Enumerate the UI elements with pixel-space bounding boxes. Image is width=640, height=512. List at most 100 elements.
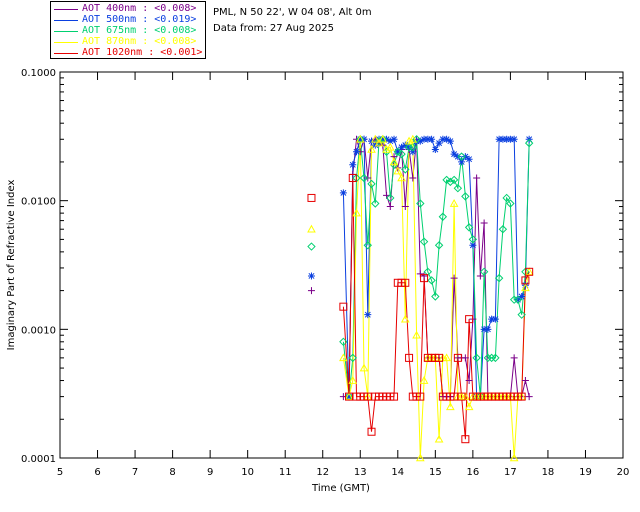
x-tick-label: 11	[279, 467, 292, 478]
data-point	[408, 143, 418, 152]
data-point	[517, 310, 526, 319]
data-point	[363, 241, 372, 250]
data-point	[480, 219, 488, 227]
data-point	[473, 174, 481, 182]
y-tick-label: 0.0001	[21, 454, 56, 465]
data-point	[495, 135, 503, 143]
data-point	[434, 241, 444, 250]
data-point	[525, 267, 534, 276]
data-point	[472, 353, 481, 363]
data-point	[420, 274, 429, 283]
data-point	[415, 453, 425, 462]
x-tick-label: 7	[132, 467, 138, 478]
data-point	[404, 136, 414, 145]
data-point	[408, 134, 418, 143]
data-point	[393, 147, 403, 156]
data-point	[348, 353, 357, 363]
x-tick-label: 17	[504, 467, 517, 478]
data-point	[525, 393, 533, 401]
data-point	[517, 392, 526, 401]
data-point	[405, 353, 414, 362]
x-tick-label: 8	[169, 467, 175, 478]
data-point	[419, 376, 429, 384]
series-line-2	[342, 138, 530, 397]
legend-swatch	[54, 53, 78, 54]
data-point	[435, 139, 443, 147]
data-point	[352, 208, 361, 217]
data-point	[348, 174, 357, 183]
x-tick-label: 16	[466, 467, 479, 478]
data-point	[356, 135, 365, 144]
legend-item-870nm: AOT 870nm : <0.008>	[51, 36, 205, 48]
data-point	[510, 135, 518, 143]
data-point	[404, 143, 414, 152]
series-markers-4	[307, 174, 534, 444]
data-point	[499, 135, 507, 143]
data-point	[439, 135, 447, 143]
data-point	[363, 392, 372, 401]
data-point	[401, 141, 409, 149]
data-point	[476, 272, 484, 280]
data-point	[307, 193, 316, 202]
y-axis-label: Imaginary Part of Refractive Index	[6, 180, 17, 351]
legend-swatch	[54, 20, 78, 21]
data-point	[449, 199, 459, 207]
data-point	[446, 177, 455, 187]
plot-frame	[59, 71, 624, 459]
data-point	[450, 274, 458, 282]
data-point	[464, 402, 474, 411]
data-point	[398, 143, 406, 151]
legend-item-500nm: AOT 500nm : <0.019>	[51, 14, 205, 26]
data-point	[465, 155, 473, 163]
data-point	[469, 241, 477, 249]
x-tick-label: 15	[429, 467, 442, 478]
data-point	[359, 363, 369, 372]
data-point	[461, 435, 470, 444]
data-point	[465, 377, 473, 385]
x-tick-label: 9	[207, 467, 213, 478]
data-point	[431, 145, 439, 153]
legend-swatch	[54, 31, 78, 32]
data-point	[450, 150, 458, 158]
data-point	[483, 353, 493, 363]
data-point	[453, 183, 463, 193]
y-tick-label: 0.0100	[21, 197, 56, 208]
data-point	[521, 377, 529, 385]
data-point	[348, 376, 358, 384]
series-markers-3	[307, 134, 534, 462]
data-point	[438, 212, 448, 221]
data-point	[379, 135, 387, 143]
legend-label: AOT 400nm : <0.008>	[82, 3, 197, 14]
data-point	[445, 402, 455, 411]
x-tick-label: 6	[94, 467, 100, 478]
data-point	[446, 137, 454, 145]
data-point	[431, 292, 440, 301]
data-point	[367, 144, 376, 153]
data-point	[345, 392, 354, 401]
data-point	[484, 325, 492, 333]
data-point	[374, 136, 384, 146]
data-point	[464, 223, 474, 232]
data-point	[378, 134, 388, 143]
legend-label: AOT 500nm : <0.019>	[82, 14, 197, 25]
data-point	[401, 203, 409, 211]
data-point	[524, 267, 534, 276]
legend-label: AOT 870nm : <0.008>	[82, 36, 197, 47]
x-tick-label: 13	[354, 467, 367, 478]
x-tick-label: 14	[391, 467, 404, 478]
data-point	[364, 311, 372, 319]
data-point	[386, 203, 394, 211]
data-point	[355, 134, 365, 143]
data-point	[416, 392, 425, 401]
data-point	[416, 137, 424, 145]
data-point	[461, 192, 470, 201]
data-point	[416, 199, 425, 208]
site-location: PML, N 50 22', W 04 08', Alt 0m	[213, 7, 372, 18]
data-point	[307, 287, 315, 295]
data-point	[367, 179, 376, 189]
data-point	[420, 272, 428, 280]
data-point	[458, 158, 466, 166]
data-point	[506, 199, 515, 208]
data-point	[397, 173, 406, 182]
data-point	[450, 392, 459, 401]
